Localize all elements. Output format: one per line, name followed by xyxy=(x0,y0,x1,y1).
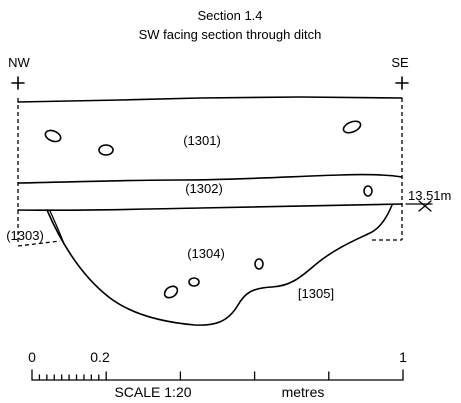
context-label-1303: (1303) xyxy=(6,228,44,243)
se-cross-marker xyxy=(395,76,409,90)
ground-surface-line xyxy=(17,96,403,103)
layer-1303-boundary xyxy=(49,210,65,245)
nw-cross-marker xyxy=(11,76,25,90)
scale-ratio-label: SCALE 1:20 xyxy=(114,384,191,400)
stone-inclusion xyxy=(98,144,114,156)
layer-1301-1302-interface xyxy=(17,173,403,184)
ditch-cut-1305 xyxy=(46,204,393,326)
context-label-1305: [1305] xyxy=(298,286,334,301)
stone-inclusion xyxy=(363,185,373,197)
scale-tick-label-0: 0 xyxy=(28,349,36,365)
context-label-1301: (1301) xyxy=(183,133,221,148)
scale-unit-label: metres xyxy=(282,384,325,400)
stone-inclusion xyxy=(254,258,264,270)
scale-bar: 0 0.2 1 SCALE 1:20 metres xyxy=(28,349,407,400)
scale-tick-label-1: 1 xyxy=(399,349,407,365)
datum-cross-marker xyxy=(418,200,432,212)
orientation-se-label: SE xyxy=(391,55,409,70)
title-line-1: Section 1.4 xyxy=(197,8,262,23)
stone-inclusion xyxy=(188,277,200,287)
layer-1302-cut-horizon xyxy=(17,203,403,212)
datum-level-label: 13.51m xyxy=(408,188,451,203)
stone-inclusion xyxy=(342,120,362,134)
stone-inclusion xyxy=(44,129,62,143)
title-line-2: SW facing section through ditch xyxy=(139,27,322,42)
scale-tick-label-0-2: 0.2 xyxy=(90,349,110,365)
scale-ticks xyxy=(31,369,404,381)
orientation-nw-label: NW xyxy=(8,55,30,70)
context-label-1304: (1304) xyxy=(187,246,225,261)
context-label-1302: (1302) xyxy=(185,181,223,196)
nw-base-edge xyxy=(17,240,61,247)
stone-inclusion xyxy=(163,285,179,299)
